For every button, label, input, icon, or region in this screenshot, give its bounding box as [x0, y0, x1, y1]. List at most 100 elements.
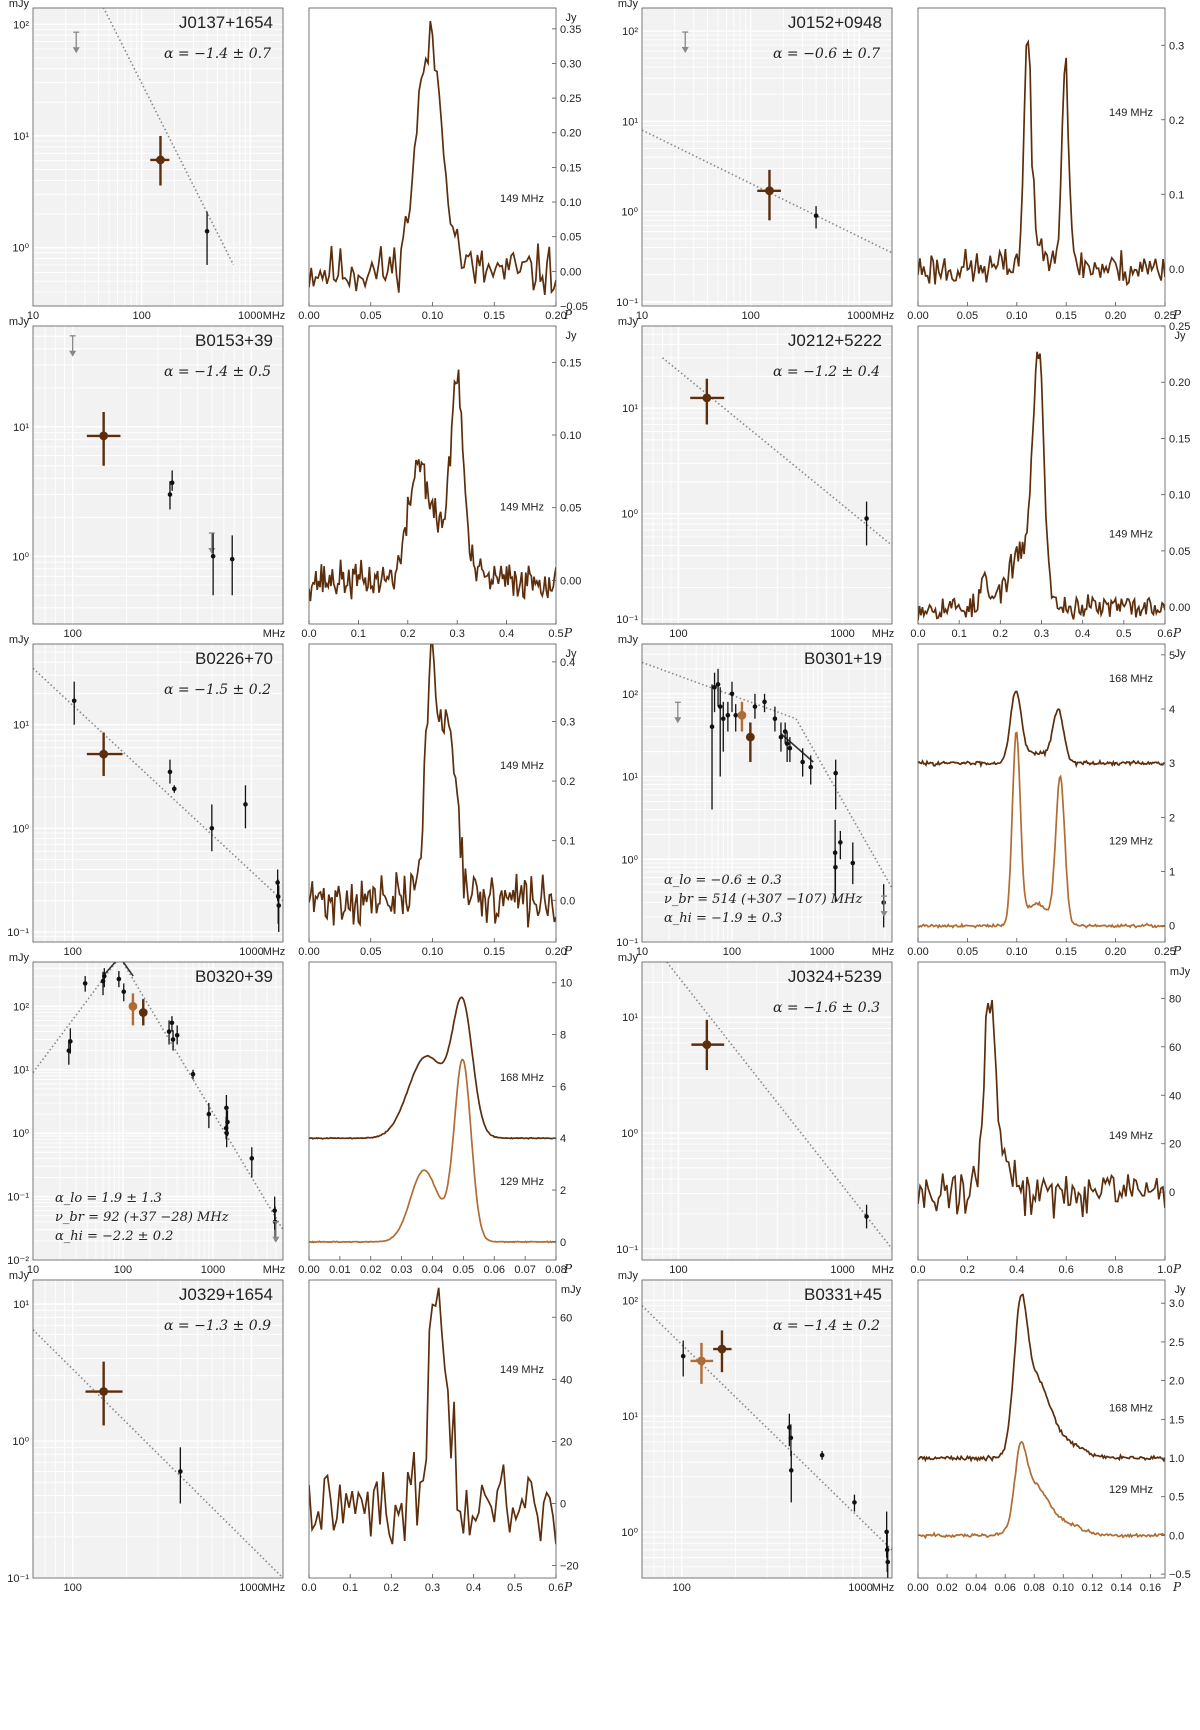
spectrum-panel-7: 100 1000 10⁻¹ 10⁰ 10¹ MHz mJy J0324+5239 α = −1.… — [616, 952, 894, 1276]
lofar-flux-point-129 — [690, 1342, 714, 1384]
literature-flux-point — [71, 681, 77, 725]
literature-flux-point — [249, 1147, 255, 1178]
y-tick-label: −0.05 — [560, 301, 588, 313]
literature-flux-point — [190, 1069, 196, 1080]
y-tick-label: 80 — [1169, 993, 1181, 1005]
spectral-index: α = −0.6 ± 0.7 — [773, 46, 880, 62]
x-tick-label: 100 — [669, 628, 687, 640]
frequency-label: 168 MHz — [500, 1072, 544, 1084]
profile-axes-frame — [917, 1279, 1166, 1579]
profile-axes-frame — [917, 7, 1166, 307]
y-tick-label: 0 — [1169, 1187, 1175, 1199]
y-tick-label: 0.25 — [1169, 321, 1190, 333]
frequency-label: 149 MHz — [500, 1364, 544, 1376]
y-tick-label: 5 — [1169, 650, 1175, 662]
frequency-label: 149 MHz — [1109, 1130, 1153, 1142]
literature-flux-point — [210, 533, 216, 596]
y-tick-label: 0.30 — [560, 58, 581, 70]
literature-flux-point — [720, 701, 726, 752]
x-tick-label: 0.00 — [298, 946, 319, 958]
fit-line — [642, 129, 892, 254]
profile-panel-1: 149 MHz 0.00 0.05 0.10 0.15 0.20 0.25 0.0 0.1 0.2… — [907, 7, 1184, 322]
y-tick-label: 10² — [622, 689, 638, 701]
literature-flux-point — [838, 830, 843, 860]
literature-flux-point — [864, 1204, 869, 1229]
x-tick-label: 0.2 — [400, 628, 415, 640]
spectrum-axes-frame — [32, 325, 284, 625]
y-tick-label: 10⁻¹ — [616, 297, 638, 309]
y-tick-label: 10⁻² — [7, 1255, 29, 1267]
lofar-flux-point — [86, 412, 121, 466]
x-tick-label: 0.0 — [301, 1582, 316, 1594]
x-tick-label: 1000 — [201, 1264, 225, 1276]
profile-axes-frame — [917, 643, 1166, 943]
y-tick-label: 10⁰ — [12, 551, 29, 563]
x-tick-label: 100 — [723, 946, 741, 958]
literature-flux-point — [788, 1424, 794, 1457]
y-axis-unit: Jy — [566, 648, 578, 660]
x-tick-label: 0.25 — [1154, 946, 1175, 958]
y-tick-label: 0.2 — [1169, 115, 1184, 127]
x-tick-label: 10 — [27, 310, 39, 322]
x-tick-label: 0.15 — [1055, 310, 1076, 322]
profile-line-168-MHz — [918, 1293, 1165, 1463]
y-axis-unit: Jy — [1175, 330, 1187, 342]
x-axis-unit: P — [1172, 308, 1182, 322]
profile-line-149-MHz — [918, 999, 1165, 1219]
x-tick-label: 0.00 — [907, 946, 928, 958]
y-axis-unit: mJy — [618, 316, 639, 328]
x-tick-label: 0.10 — [422, 310, 443, 322]
y-tick-label: 2.0 — [1169, 1376, 1184, 1388]
x-axis-unit: MHz — [263, 628, 286, 640]
frequency-label: 129 MHz — [500, 1176, 544, 1188]
lofar-flux-point — [150, 135, 170, 186]
y-tick-label: 0.1 — [560, 836, 575, 848]
y-axis-unit: Jy — [1175, 1284, 1187, 1296]
x-tick-label: 100 — [114, 1264, 132, 1276]
literature-flux-point — [782, 722, 788, 744]
broken-power-law-param: α_hi = −2.2 ± 0.2 — [55, 1229, 173, 1244]
spectrum-axes-frame — [32, 961, 284, 1261]
x-tick-label: 1000 — [847, 310, 871, 322]
x-tick-label: 0.3 — [425, 1582, 440, 1594]
x-tick-label: 0.6 — [1157, 628, 1172, 640]
fit-line — [33, 1329, 283, 1578]
x-tick-label: 1.0 — [1157, 1264, 1172, 1276]
fit-line — [666, 962, 892, 1250]
x-tick-label: 0.5 — [507, 1582, 522, 1594]
y-tick-label: 0.05 — [1169, 546, 1190, 558]
literature-flux-point — [169, 470, 175, 491]
upper-limit-marker — [69, 335, 77, 357]
pulsar-name: B0320+39 — [195, 967, 273, 986]
literature-flux-point — [787, 737, 793, 762]
profile-line-129-MHz — [309, 1058, 556, 1244]
broken-power-law-param: ν_br = 514 (+307 −107) MHz — [664, 892, 863, 907]
spectrum-panel-9: 100 1000 10⁰ 10¹ 10² MHz mJy B0331+45 α = −1.4 ±… — [618, 1270, 894, 1594]
y-tick-label: 10² — [13, 19, 29, 31]
x-tick-label: 0.15 — [1055, 946, 1076, 958]
y-axis-unit: mJy — [618, 952, 639, 964]
y-tick-label: 10¹ — [13, 422, 29, 434]
frequency-label: 149 MHz — [500, 193, 544, 205]
y-tick-label: 10⁰ — [621, 854, 638, 866]
x-axis-unit: P — [563, 1262, 573, 1276]
spectrum-panel-2: 100 10⁰ 10¹ MHz mJy B0153+39 α = −1.4 ± 0.5 — [9, 316, 285, 640]
lofar-flux-point — [86, 732, 123, 776]
literature-flux-point — [224, 1094, 229, 1121]
y-axis-unit: Jy — [566, 330, 578, 342]
y-tick-label: 2.5 — [1169, 1337, 1184, 1349]
y-tick-label: 10⁰ — [12, 823, 29, 835]
x-axis-unit: MHz — [872, 946, 895, 958]
y-tick-label: 10⁰ — [621, 207, 638, 219]
x-tick-label: 0.03 — [391, 1264, 412, 1276]
x-axis-unit: P — [563, 308, 573, 322]
pulsar-name: B0153+39 — [195, 331, 273, 350]
literature-flux-point — [778, 722, 784, 752]
x-tick-label: 1000 — [830, 628, 854, 640]
pulsar-name: J0137+1654 — [179, 13, 273, 32]
y-tick-label: 0.5 — [1169, 1492, 1184, 1504]
x-tick-label: 100 — [63, 1582, 81, 1594]
literature-flux-point — [166, 1020, 172, 1045]
y-tick-label: 0.0 — [1169, 1530, 1184, 1542]
profile-line-149-MHz — [309, 20, 556, 296]
